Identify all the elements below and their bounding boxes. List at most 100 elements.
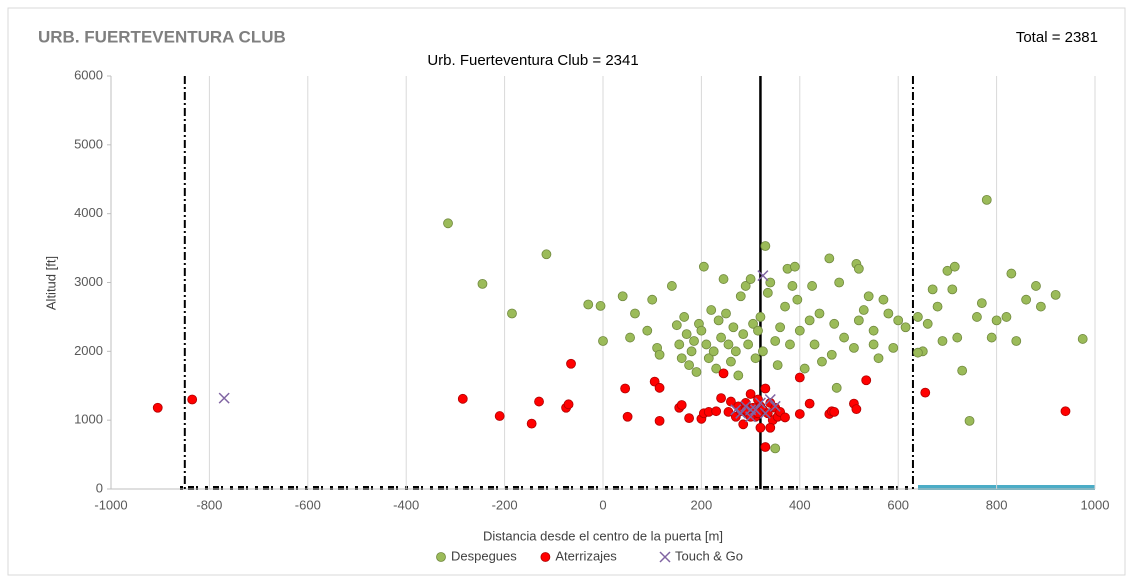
point: [735, 407, 747, 419]
point: [711, 363, 722, 374]
point: [563, 399, 574, 410]
point: [780, 301, 790, 312]
point: [728, 322, 739, 333]
x-tick-label: 1000: [1081, 497, 1110, 512]
x-tick-label: 400: [789, 497, 811, 512]
point: [1060, 406, 1071, 417]
point: [583, 299, 594, 310]
point: [541, 249, 552, 260]
y-tick-label: 6000: [74, 67, 103, 82]
point: [622, 411, 633, 422]
point: [947, 284, 958, 295]
point: [851, 404, 862, 415]
point: [676, 353, 687, 364]
point: [477, 278, 488, 289]
point: [684, 413, 694, 424]
point: [754, 397, 766, 409]
point: [507, 308, 517, 319]
point: [730, 346, 741, 357]
point: [900, 322, 911, 333]
point: [912, 347, 923, 358]
point: [772, 360, 783, 371]
x-tick-label: -600: [295, 497, 321, 512]
point: [755, 422, 766, 433]
point: [831, 382, 842, 393]
y-tick-label: 1000: [74, 412, 103, 427]
x-tick-label: -1000: [94, 497, 127, 512]
point: [757, 270, 769, 282]
point: [1006, 268, 1017, 279]
total: Total = 2381: [1016, 29, 1098, 46]
point: [760, 383, 771, 394]
point: [745, 404, 757, 416]
x-tick-label: 600: [887, 497, 909, 512]
point: [748, 318, 758, 329]
point: [187, 394, 198, 405]
point: [733, 370, 744, 381]
point: [730, 404, 742, 416]
point: [625, 332, 635, 343]
point: [883, 308, 894, 319]
point: [738, 329, 749, 340]
point: [861, 375, 872, 386]
point: [809, 339, 820, 350]
point: [849, 342, 859, 353]
point: [218, 392, 230, 404]
point: [595, 301, 606, 311]
point: [534, 396, 544, 407]
point: [443, 218, 453, 229]
point: [1001, 312, 1012, 322]
x-tick-label: -800: [196, 497, 222, 512]
point: [738, 419, 749, 430]
point: [735, 291, 746, 302]
point: [684, 360, 694, 371]
point: [770, 336, 781, 346]
point: [952, 332, 963, 343]
x-axis-label: Distancia desde el centro de la puerta […: [483, 528, 723, 543]
point: [676, 400, 687, 410]
point: [718, 368, 729, 379]
x-tick-label: 200: [691, 497, 713, 512]
point: [942, 265, 953, 276]
point: [762, 287, 773, 298]
point: [922, 318, 933, 329]
point: [972, 312, 982, 322]
point: [617, 291, 628, 302]
point: [647, 294, 658, 305]
legend-marker: [659, 551, 671, 563]
point: [755, 312, 766, 322]
point: [957, 365, 968, 376]
point: [1050, 289, 1061, 300]
chart-border: [7, 7, 1126, 576]
point: [740, 281, 751, 291]
point: [750, 353, 761, 364]
point: [853, 315, 864, 326]
point: [713, 315, 724, 326]
x-tick-label: 800: [986, 497, 1008, 512]
point: [654, 349, 665, 360]
point: [804, 398, 815, 409]
point: [920, 387, 931, 398]
point: [780, 412, 790, 423]
chart-title: URB. FUERTEVENTURA CLUB: [38, 27, 286, 46]
y-axis-label: Altitud [ft]: [43, 256, 58, 310]
point: [758, 346, 768, 357]
point: [794, 409, 805, 419]
point: [666, 281, 677, 291]
point: [829, 407, 840, 417]
point: [721, 308, 731, 319]
point: [912, 312, 923, 322]
point: [932, 301, 943, 312]
point: [794, 325, 805, 336]
point: [799, 363, 810, 374]
x-tick-label: 0: [599, 497, 606, 512]
point: [764, 393, 776, 406]
point: [457, 393, 468, 404]
sea: [918, 485, 1095, 490]
point: [686, 346, 697, 357]
point: [716, 332, 726, 343]
point: [787, 281, 798, 291]
point: [671, 320, 682, 331]
y-tick-label: 0: [96, 480, 103, 495]
